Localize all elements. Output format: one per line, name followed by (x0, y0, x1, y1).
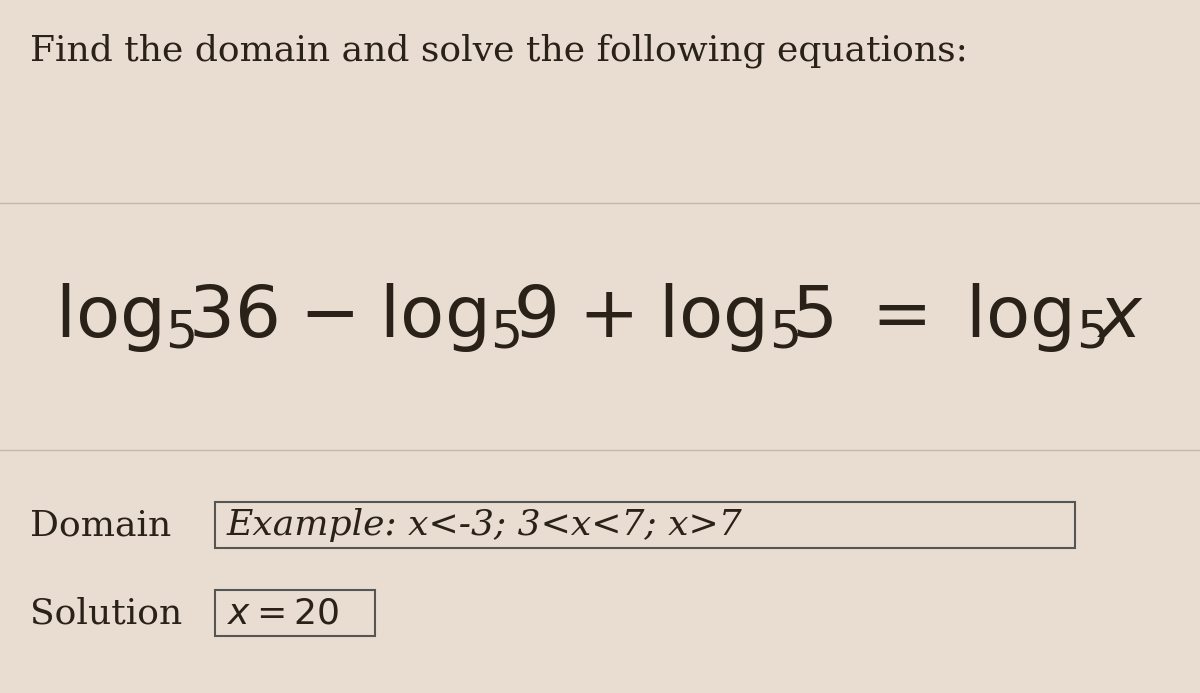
Text: Example: x<-3; 3<x<7; x>7: Example: x<-3; 3<x<7; x>7 (227, 508, 743, 542)
Text: $\mathrm{log}_5\!36\;{-}\;\mathrm{log}_5\!9\;{+}\;\mathrm{log}_5\!5\;{=}\;\mathr: $\mathrm{log}_5\!36\;{-}\;\mathrm{log}_5… (55, 281, 1144, 355)
Text: Find the domain and solve the following equations:: Find the domain and solve the following … (30, 33, 968, 67)
Text: $x = 20$: $x = 20$ (227, 596, 340, 630)
FancyBboxPatch shape (215, 590, 374, 636)
FancyBboxPatch shape (215, 502, 1075, 548)
Text: Solution: Solution (30, 596, 182, 630)
Text: Domain: Domain (30, 508, 172, 542)
